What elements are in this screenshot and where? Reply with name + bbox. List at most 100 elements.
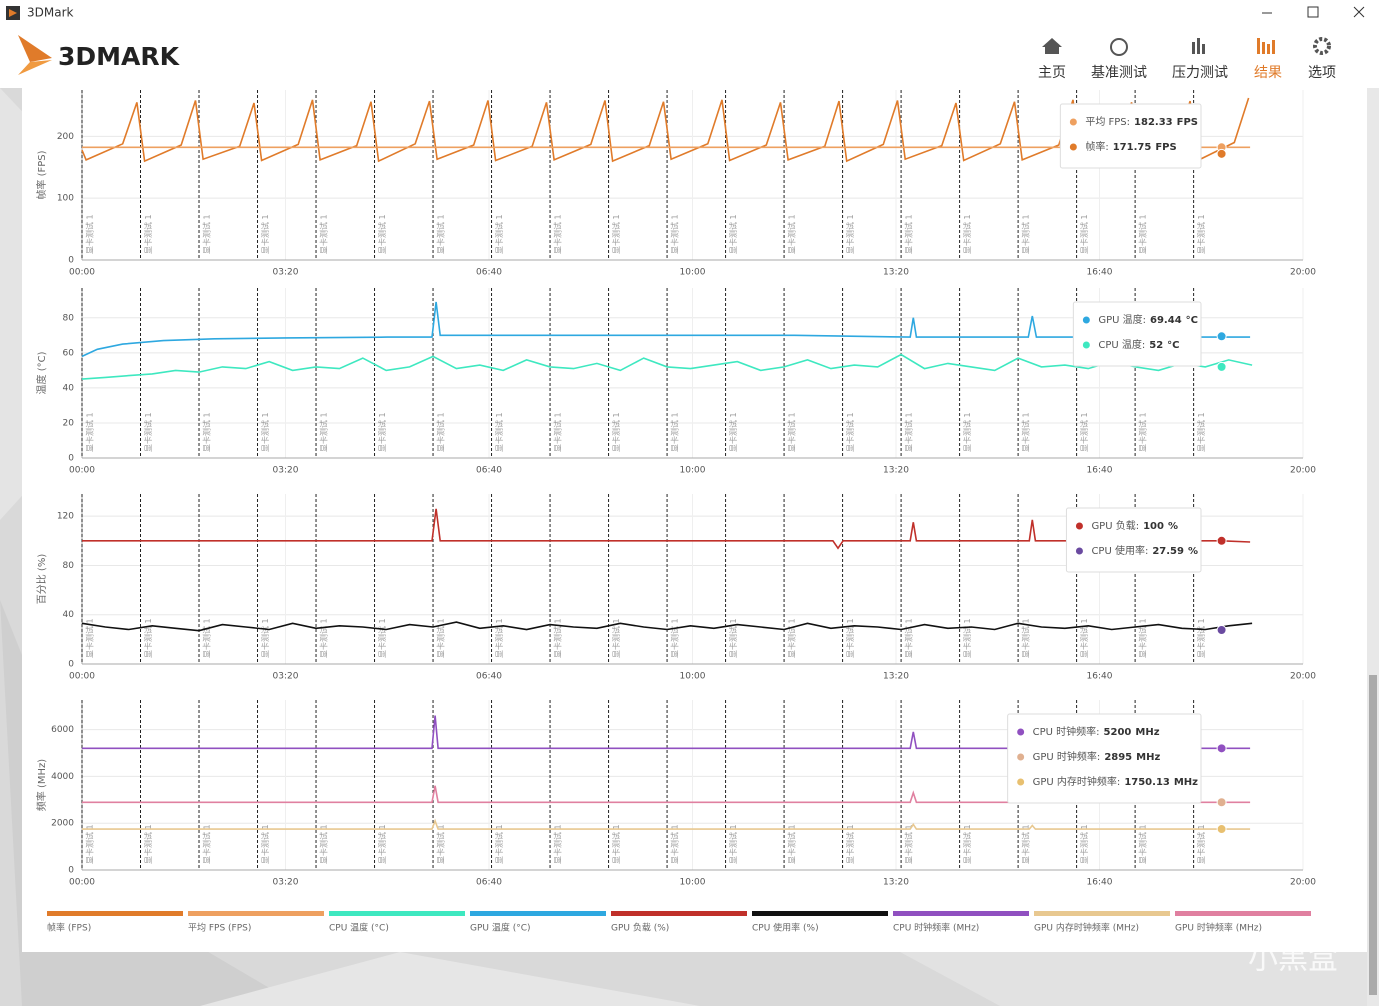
event-label: 显卡测试 1: [728, 618, 738, 658]
tooltip-unit: °C: [1186, 315, 1198, 326]
legend-label: 帧率 (FPS): [47, 922, 91, 934]
x-tick-label: 00:00: [69, 268, 95, 278]
nav-item[interactable]: 主页: [1038, 65, 1066, 81]
event-label: 显卡测试 1: [260, 618, 270, 658]
event-label: 显卡测试 1: [1196, 214, 1206, 254]
event-label: 显卡测试 1: [494, 412, 504, 452]
event-label: 显卡测试 1: [1079, 412, 1089, 452]
tooltip-text: CPU 使用率: 27.59%: [1091, 544, 1198, 557]
event-label: 显卡测试 1: [143, 618, 153, 658]
x-tick-label: 06:40: [476, 268, 502, 278]
event-label: 显卡测试 1: [85, 412, 95, 452]
series-line: [82, 818, 1251, 830]
logo-mark: [18, 35, 52, 62]
options-icon: [1313, 37, 1331, 55]
x-tick-label: 20:00: [1290, 672, 1316, 682]
scrollbar-thumb[interactable]: [1369, 675, 1377, 995]
event-label: 显卡测试 1: [1079, 824, 1089, 864]
logo-mark: [18, 60, 52, 75]
header: [0, 27, 1379, 88]
tooltip-text: GPU 负载: 100%: [1091, 519, 1178, 532]
tooltip-unit: °C: [1167, 340, 1179, 351]
event-label: 显卡测试 1: [436, 618, 446, 658]
tooltip-unit: FPS: [1155, 142, 1176, 153]
logo-text: 3DMARK: [58, 42, 181, 71]
nav-item[interactable]: 基准测试: [1091, 64, 1147, 81]
event-label: 显卡测试 1: [202, 618, 212, 658]
event-label: 显卡测试 1: [494, 824, 504, 864]
tooltip-box: [1065, 507, 1202, 573]
event-label: 显卡测试 1: [436, 824, 446, 864]
close-button[interactable]: [1353, 6, 1365, 18]
tooltip-text: GPU 时钟频率: 2895 MHz: [1033, 750, 1161, 763]
event-label: 显卡测试 1: [962, 412, 972, 452]
tooltip-unit: FPS: [1177, 117, 1198, 128]
x-tick-label: 16:40: [1087, 878, 1113, 888]
x-tick-label: 20:00: [1290, 878, 1316, 888]
event-label: 显卡测试 1: [202, 214, 212, 254]
event-label: 显卡测试 1: [670, 214, 680, 254]
event-label: 显卡测试 1: [553, 618, 563, 658]
event-label: 显卡测试 1: [553, 412, 563, 452]
event-label: 显卡测试 1: [611, 412, 621, 452]
tooltip-label: 平均 FPS:: [1085, 116, 1130, 128]
nav-icons: [1042, 37, 1331, 56]
event-label: 显卡测试 1: [1079, 214, 1089, 254]
legend-label: 平均 FPS (FPS): [188, 922, 251, 934]
event-label: 显卡测试 1: [904, 214, 914, 254]
tooltip-dot: [1069, 118, 1077, 126]
tooltip-dot: [1017, 778, 1025, 786]
maximize-button[interactable]: [1307, 6, 1319, 18]
tooltip-text: GPU 内存时钟频率: 1750.13 MHz: [1033, 775, 1199, 788]
x-tick-label: 03:20: [273, 672, 299, 682]
event-label: 显卡测试 1: [319, 412, 329, 452]
series-line: [81, 353, 1253, 380]
x-tick-label: 16:40: [1087, 466, 1113, 476]
y-tick-label: 40: [63, 383, 75, 393]
event-label: 显卡测试 1: [1196, 618, 1206, 658]
x-tick-label: 10:00: [680, 672, 706, 682]
x-tick-label: 13:20: [883, 466, 909, 476]
nav-item[interactable]: 压力测试: [1172, 65, 1228, 81]
cursor-point: [1216, 331, 1227, 342]
legend-label: CPU 时钟频率 (MHz): [893, 922, 979, 934]
event-label: 显卡测试 1: [787, 618, 797, 658]
legend-label: CPU 温度 (°C): [329, 922, 389, 934]
event-label: 显卡测试 1: [1196, 412, 1206, 452]
tooltip-label: 帧率:: [1085, 140, 1108, 153]
event-label: 显卡测试 1: [787, 412, 797, 452]
x-tick-label: 10:00: [680, 466, 706, 476]
tooltip-value: 1750.13: [1124, 777, 1170, 788]
x-tick-label: 03:20: [273, 268, 299, 278]
nav-item[interactable]: 结果: [1254, 65, 1282, 81]
series-line: [81, 621, 1253, 632]
window-title: 3DMark: [27, 6, 74, 20]
bg-poly: [200, 952, 700, 1006]
tooltip: GPU 负载: 100 % CPU 使用率: 27.59%: [1065, 507, 1202, 573]
event-label: 显卡测试 1: [962, 824, 972, 864]
tooltip-text: GPU 温度: 69.44 °C: [1098, 313, 1198, 326]
x-tick-label: 13:20: [883, 268, 909, 278]
event-label: 显卡测试 1: [85, 618, 95, 658]
event-label: 显卡测试 1: [1138, 618, 1148, 658]
x-tick-label: 06:40: [476, 466, 502, 476]
x-tick-label: 20:00: [1290, 268, 1316, 278]
tooltip-dot: [1082, 341, 1090, 349]
event-label: 显卡测试 1: [260, 412, 270, 452]
cursor-point: [1216, 535, 1227, 546]
y-tick-label: 100: [57, 194, 74, 204]
event-label: 显卡测试 1: [787, 214, 797, 254]
event-label: 显卡测试 1: [1196, 824, 1206, 864]
tooltip-box: [1072, 301, 1202, 367]
legend-swatch: [752, 911, 888, 916]
tooltip-value: 171.75: [1113, 142, 1152, 153]
cursor-point: [1216, 824, 1227, 835]
stress-icon: [1192, 42, 1195, 54]
x-tick-label: 10:00: [680, 878, 706, 888]
legend-swatch: [188, 911, 324, 916]
x-tick-label: 13:20: [883, 878, 909, 888]
nav-item[interactable]: 选项: [1308, 65, 1336, 81]
event-label: 显卡测试 1: [260, 214, 270, 254]
tooltip-label: GPU 内存时钟频率:: [1033, 775, 1121, 788]
legend-label: GPU 内存时钟频率 (MHz): [1034, 922, 1139, 934]
